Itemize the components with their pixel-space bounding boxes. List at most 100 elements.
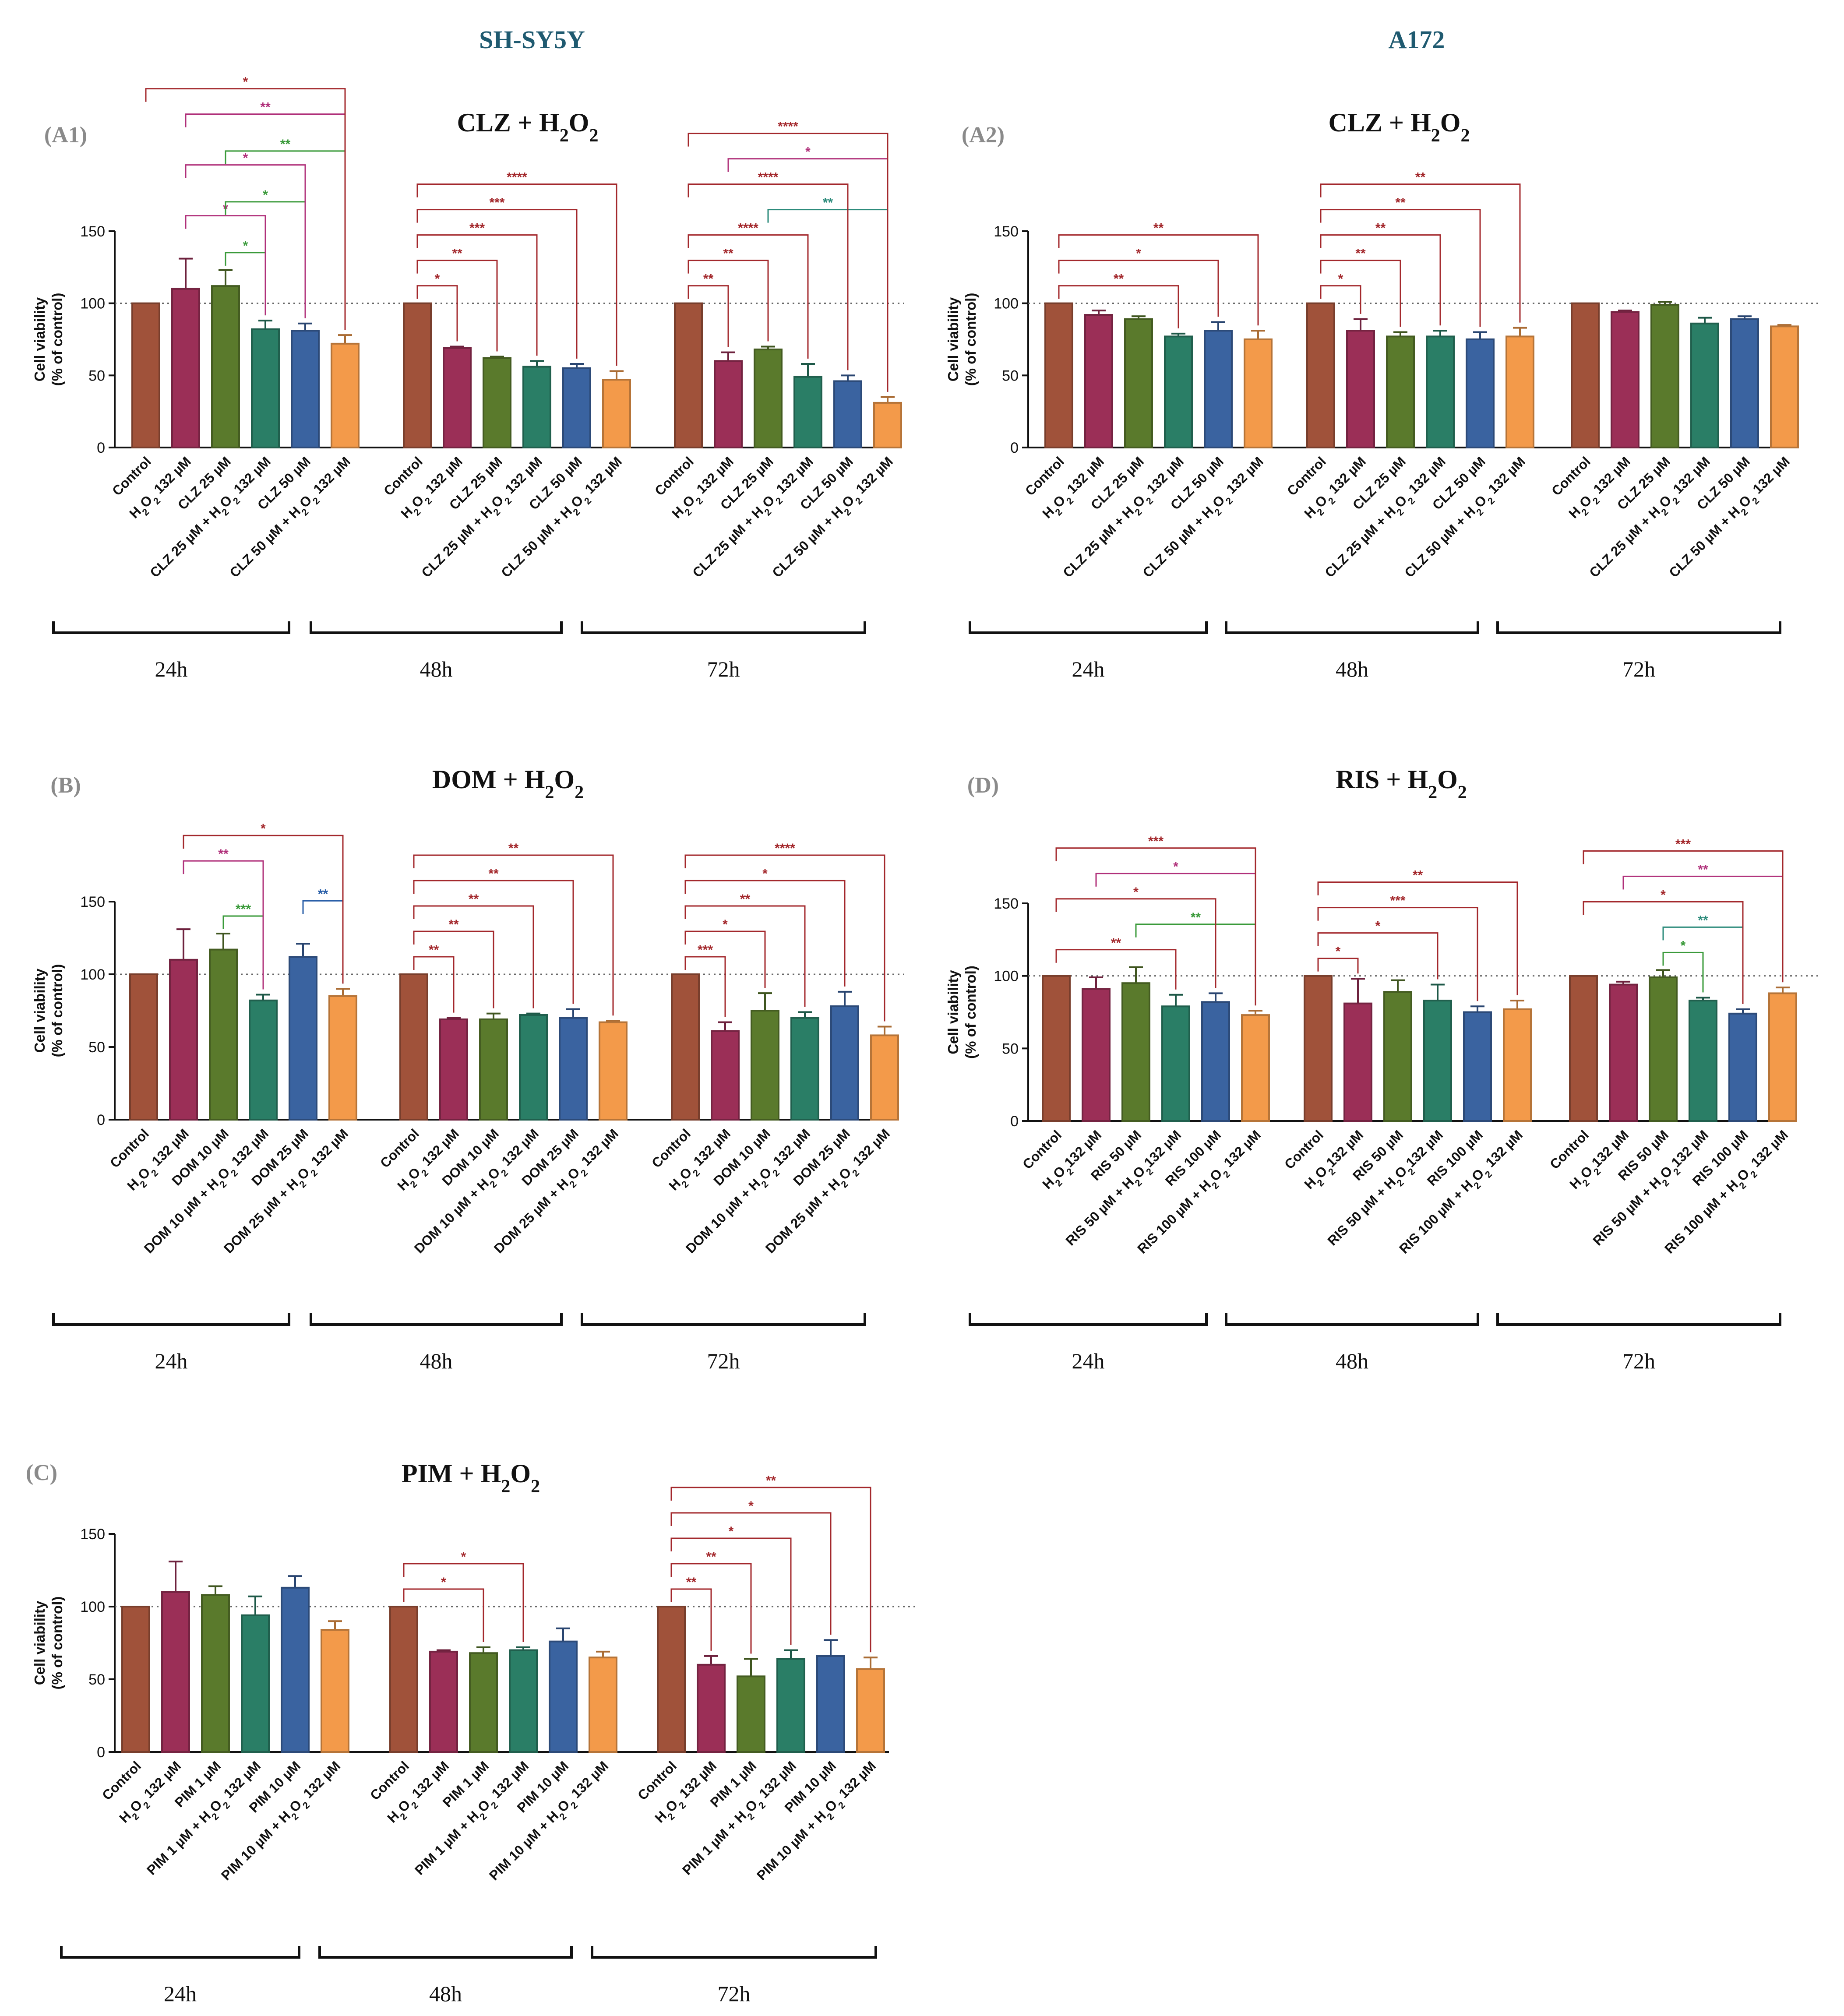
panel-b: (B) DOM + H2O2 Cell viability(% of control…: [32, 765, 904, 1373]
panel-title: RIS + H2O2: [1336, 765, 1467, 803]
y-axis-label: Cell viability(% of control): [32, 293, 65, 386]
bar-48h-3: [519, 1014, 548, 1121]
bar-24h-5: [321, 1629, 349, 1753]
bar-48h-0: [1304, 975, 1333, 1122]
significance-label: **: [823, 196, 833, 210]
bar-24h-2: [209, 948, 238, 1121]
bar-24h-3: [241, 1614, 270, 1753]
significance-label: **: [469, 892, 479, 906]
significance-label: **: [488, 867, 499, 881]
bar-48h-2: [1383, 991, 1412, 1122]
significance-label: ***: [489, 196, 504, 210]
bar-72h-5: [870, 1034, 899, 1121]
y-axis-label: Cell viability(% of control): [32, 1597, 65, 1690]
significance-label: **: [1413, 868, 1423, 883]
panels: (A1) CLZ + H2O2 Cell viability(% of contro…: [26, 75, 1819, 2006]
bar-72h-0: [1569, 975, 1598, 1122]
significance-bracket: [684, 854, 885, 1022]
y-tick-label: 50: [1002, 367, 1019, 384]
bar-24h-3: [251, 328, 280, 448]
significance-bracket: [688, 234, 809, 359]
significance-label: ***: [1148, 834, 1164, 849]
significance-label: ***: [469, 221, 485, 236]
group-label-24h: 24h: [155, 1349, 188, 1373]
significance-bracket: [670, 1512, 832, 1635]
bar-48h-0: [389, 1606, 418, 1753]
significance-label: *: [762, 867, 768, 881]
group-bracket: [581, 1313, 866, 1326]
panel-tag: (A2): [962, 123, 1005, 148]
significance-bracket: [416, 285, 458, 342]
y-tick-label: 100: [80, 1599, 105, 1615]
significance-bracket: [684, 930, 766, 988]
bar-72h-4: [816, 1655, 845, 1753]
y-tick-label: 100: [80, 296, 105, 312]
significance-bracket: [183, 860, 264, 990]
bar-72h-1: [1611, 311, 1640, 449]
significance-label: **: [1698, 862, 1708, 877]
significance-bracket: [416, 234, 538, 356]
y-axis-label: Cell viability(% of control): [32, 964, 65, 1057]
bar-72h-4: [1730, 318, 1759, 448]
significance-bracket: [1320, 209, 1481, 327]
bar-72h-2: [1649, 976, 1678, 1122]
significance-bracket: [670, 1537, 792, 1645]
significance-bracket: [413, 880, 574, 1004]
bar-48h-1: [1343, 1002, 1372, 1122]
y-tick-label: 100: [80, 966, 105, 983]
significance-label: **: [686, 1575, 697, 1590]
panel-tag: (D): [967, 773, 999, 798]
y-tick-label: 0: [97, 440, 105, 456]
bar-24h-0: [1044, 302, 1073, 449]
bar-24h-3: [249, 999, 278, 1121]
group-label-48h: 48h: [420, 657, 453, 681]
x-tick-label: Control: [1284, 454, 1329, 499]
group-bracket: [969, 1313, 1208, 1326]
significance-bracket: [1662, 952, 1704, 993]
group-bracket: [591, 1946, 877, 1959]
x-tick-label: Control: [649, 1126, 694, 1171]
bar-24h-4: [281, 1586, 310, 1753]
significance-bracket: [1320, 183, 1521, 323]
significance-bracket: [1055, 847, 1256, 1006]
significance-bracket: [145, 88, 346, 330]
bar-72h-2: [754, 349, 783, 449]
group-bracket: [318, 1946, 573, 1959]
bar-48h-1: [1346, 330, 1375, 448]
group-label-48h: 48h: [1336, 1349, 1368, 1373]
y-tick-label: 150: [80, 894, 105, 910]
significance-bracket: [1058, 285, 1179, 328]
significance-bracket: [1055, 949, 1177, 990]
significance-bracket: [185, 164, 306, 318]
bar-48h-4: [559, 1017, 588, 1121]
x-tick-label: Control: [652, 454, 697, 499]
significance-bracket: [767, 209, 889, 392]
significance-label: **: [1415, 170, 1426, 185]
group-label-24h: 24h: [1072, 1349, 1105, 1373]
bar-24h-3: [1164, 335, 1193, 448]
y-tick-label: 100: [994, 296, 1019, 312]
significance-bracket: [1058, 234, 1259, 326]
group-label-48h: 48h: [420, 1349, 453, 1373]
significance-bracket: [1317, 958, 1359, 974]
bar-48h-1: [443, 347, 472, 449]
group-label-24h: 24h: [155, 657, 188, 681]
group-label-48h: 48h: [1336, 657, 1368, 681]
bar-72h-3: [793, 376, 822, 448]
bar-24h-0: [129, 973, 158, 1121]
group-label-72h: 72h: [707, 1349, 740, 1373]
significance-bracket: [413, 905, 534, 1008]
group-label-24h: 24h: [1072, 657, 1105, 681]
bar-72h-5: [873, 402, 902, 449]
x-tick-label: Control: [635, 1758, 680, 1803]
panel-title: DOM + H2O2: [432, 765, 584, 803]
bar-48h-4: [549, 1640, 578, 1753]
bar-48h-2: [483, 357, 511, 449]
bar-72h-3: [776, 1658, 805, 1753]
significance-bracket: [1320, 234, 1441, 326]
column-header-sh-sy5y: SH-SY5Y: [479, 25, 585, 54]
bar-24h-2: [211, 285, 240, 448]
significance-label: *: [1681, 938, 1686, 953]
bar-48h-5: [589, 1657, 617, 1753]
bar-48h-0: [403, 302, 432, 449]
